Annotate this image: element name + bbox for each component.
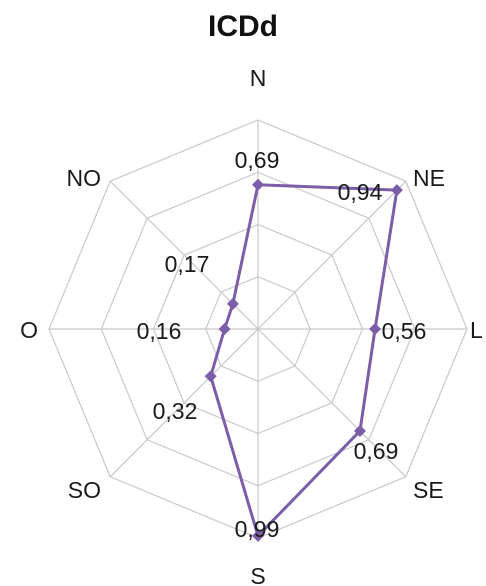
- series-line: [209, 183, 399, 538]
- spoke-se: [257, 328, 407, 478]
- data-label-ne: 0,94: [338, 179, 383, 205]
- marker-no: [226, 297, 239, 310]
- data-labels: 0,69 0,94 0,56 0,69 0,99 0,32 0,16 0,17: [137, 147, 427, 542]
- data-label-o: 0,16: [137, 318, 182, 344]
- marker-so: [204, 370, 217, 383]
- category-label-ne: NE: [413, 165, 445, 191]
- data-label-l: 0,56: [382, 318, 427, 344]
- category-label-n: N: [250, 65, 267, 91]
- marker-l: [369, 323, 382, 335]
- marker-se: [353, 424, 366, 437]
- marker-s: [252, 529, 264, 542]
- data-label-s: 0,99: [235, 516, 280, 542]
- data-label-n: 0,69: [235, 147, 280, 173]
- category-label-o: O: [20, 317, 38, 343]
- category-label-l: L: [470, 317, 483, 343]
- category-labels: N NE L SE S SO O NO: [20, 65, 483, 586]
- category-label-s: S: [250, 563, 265, 586]
- chart-title: ICDd: [208, 10, 278, 43]
- category-label-so: SO: [68, 477, 101, 503]
- category-label-se: SE: [413, 477, 444, 503]
- radar-spokes: [49, 120, 467, 538]
- spoke-so: [109, 328, 259, 478]
- category-label-no: NO: [67, 165, 102, 191]
- spoke-ne: [257, 180, 407, 330]
- data-label-se: 0,69: [354, 438, 399, 464]
- data-label-so: 0,32: [153, 398, 198, 424]
- marker-o: [218, 323, 231, 335]
- marker-ne: [390, 184, 403, 197]
- radar-series: [204, 178, 403, 542]
- data-label-no: 0,17: [165, 251, 210, 277]
- marker-n: [252, 178, 264, 191]
